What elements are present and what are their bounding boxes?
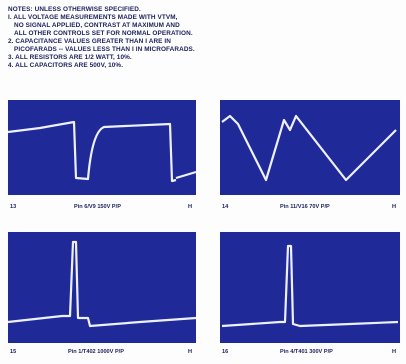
note-line: 3. ALL RESISTORS ARE 1/2 WATT, 10%. [8, 54, 132, 61]
notes-title: NOTES: UNLESS OTHERWISE SPECIFIED. [8, 6, 141, 13]
figure-number: 15 [10, 349, 17, 355]
trace [221, 114, 397, 182]
figure-caption: Pin 6/V9 150V P/P [74, 204, 121, 210]
scope-screen [8, 100, 196, 195]
note-line: 2. CAPACITANCE VALUES GREATER THAN I ARE… [8, 38, 172, 45]
note-line: NO SIGNAL APPLIED, CONTRAST AT MAXIMUM A… [14, 22, 180, 29]
sweep: H [188, 204, 193, 210]
scope-screen [8, 232, 196, 343]
sweep: H [188, 349, 193, 355]
figure-caption: Pin 4/T401 300V P/P [280, 349, 333, 355]
sweep: H [392, 349, 397, 355]
note-line: 4. ALL CAPACITORS ARE 500V, 10%. [8, 62, 124, 69]
figure-number: 13 [10, 204, 17, 210]
trace [7, 120, 197, 183]
figure-caption: Pin 1/T402 1000V P/P [68, 349, 124, 355]
scope-screen [220, 100, 400, 195]
note-line: PICOFARADS -- VALUES LESS THAN I IN MICR… [14, 46, 195, 53]
note-line: I. ALL VOLTAGE MEASUREMENTS MADE WITH VT… [8, 14, 178, 21]
figure-number: 14 [222, 204, 229, 210]
note-line: ALL OTHER CONTROLS SET FOR NORMAL OPERAT… [14, 30, 193, 37]
figure-number: 16 [222, 349, 229, 355]
sweep: H [392, 204, 397, 210]
trace [221, 244, 399, 328]
trace [7, 240, 197, 328]
figure-caption: Pin 11/V16 70V P/P [280, 204, 330, 210]
